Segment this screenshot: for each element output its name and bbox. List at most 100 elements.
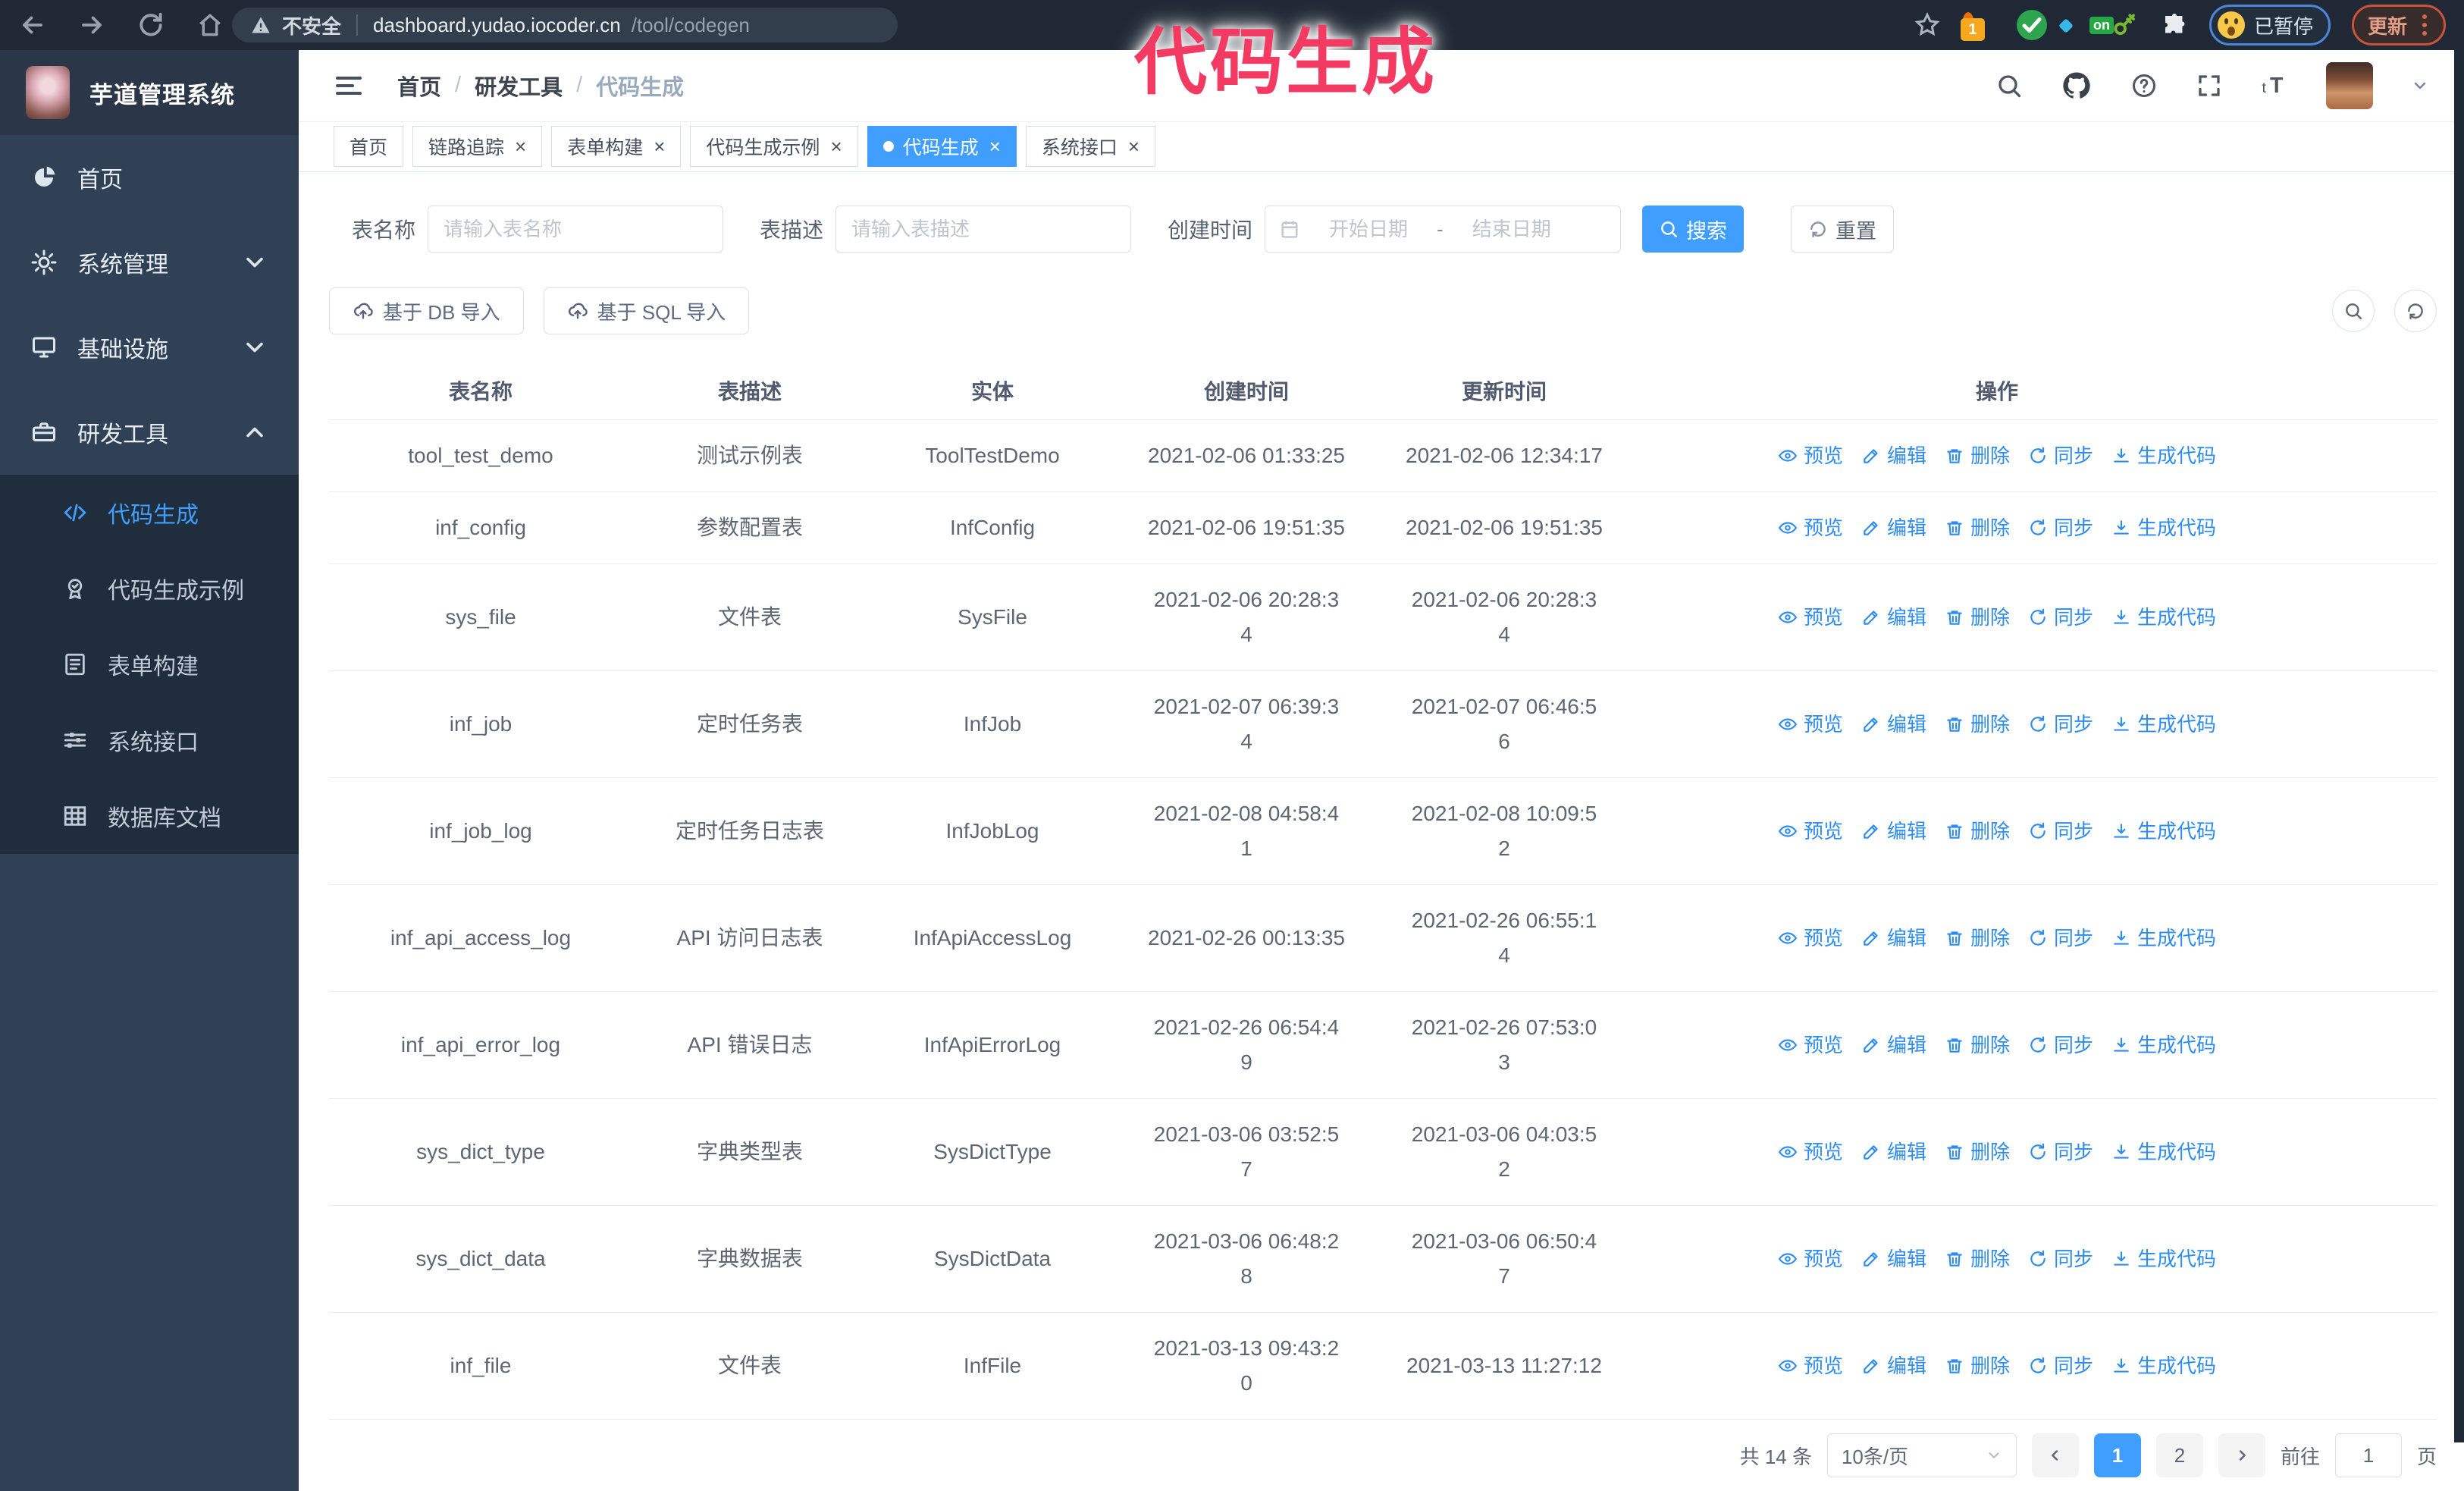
browser-update-button[interactable]: 更新 xyxy=(2351,5,2446,46)
action-预览[interactable]: 预览 xyxy=(1778,1028,1843,1063)
action-编辑[interactable]: 编辑 xyxy=(1861,1028,1926,1063)
tab-close-icon[interactable]: × xyxy=(515,135,527,159)
action-预览[interactable]: 预览 xyxy=(1778,1348,1843,1383)
sidebar-item-db-doc[interactable]: 数据库文档 xyxy=(0,778,299,854)
action-删除[interactable]: 删除 xyxy=(1945,1348,2010,1383)
insecure-warning-icon[interactable] xyxy=(250,14,271,36)
user-avatar[interactable] xyxy=(2326,61,2373,109)
prev-page-button[interactable] xyxy=(2031,1433,2079,1477)
action-预览[interactable]: 预览 xyxy=(1778,814,1843,849)
extensions-puzzle-icon[interactable] xyxy=(2161,11,2188,39)
action-删除[interactable]: 删除 xyxy=(1945,510,2010,545)
page-button-2[interactable]: 2 xyxy=(2155,1433,2203,1477)
avatar-caret-icon[interactable] xyxy=(2411,77,2429,95)
end-date-input[interactable] xyxy=(1449,216,1574,242)
action-删除[interactable]: 删除 xyxy=(1945,1028,2010,1063)
action-删除[interactable]: 删除 xyxy=(1945,921,2010,956)
action-预览[interactable]: 预览 xyxy=(1778,600,1843,635)
tab-close-icon[interactable]: × xyxy=(830,135,842,159)
refresh-table-button[interactable] xyxy=(2394,290,2437,332)
action-预览[interactable]: 预览 xyxy=(1778,707,1843,742)
address-bar[interactable]: 不安全 dashboard.yudao.iocoder.cn/tool/code… xyxy=(232,8,898,42)
action-编辑[interactable]: 编辑 xyxy=(1861,921,1926,956)
browser-menu-dots-icon[interactable] xyxy=(2422,23,2427,27)
browser-forward-icon[interactable] xyxy=(77,11,106,39)
action-生成代码[interactable]: 生成代码 xyxy=(2111,814,2216,849)
next-page-button[interactable] xyxy=(2218,1433,2265,1477)
import-db-button[interactable]: 基于 DB 导入 xyxy=(329,287,524,334)
action-生成代码[interactable]: 生成代码 xyxy=(2111,921,2216,956)
bookmark-star-icon[interactable] xyxy=(1914,11,1941,39)
action-编辑[interactable]: 编辑 xyxy=(1861,1241,1926,1276)
action-生成代码[interactable]: 生成代码 xyxy=(2111,1028,2216,1063)
action-同步[interactable]: 同步 xyxy=(2028,707,2093,742)
action-预览[interactable]: 预览 xyxy=(1778,1135,1843,1169)
date-range-picker[interactable]: - xyxy=(1265,206,1622,253)
action-同步[interactable]: 同步 xyxy=(2028,438,2093,473)
sidebar-item-codegen-example[interactable]: 代码生成示例 xyxy=(0,551,299,626)
action-同步[interactable]: 同步 xyxy=(2028,1135,2093,1169)
table-desc-input[interactable] xyxy=(835,206,1132,253)
action-同步[interactable]: 同步 xyxy=(2028,510,2093,545)
action-生成代码[interactable]: 生成代码 xyxy=(2111,1348,2216,1383)
tab-链路追踪[interactable]: 链路追踪 × xyxy=(412,126,543,168)
action-编辑[interactable]: 编辑 xyxy=(1861,600,1926,635)
sidebar-item-home[interactable]: 首页 xyxy=(0,135,299,220)
tab-表单构建[interactable]: 表单构建 × xyxy=(551,126,682,168)
logo-row[interactable]: 芋道管理系统 xyxy=(0,50,299,135)
start-date-input[interactable] xyxy=(1306,216,1431,242)
action-预览[interactable]: 预览 xyxy=(1778,438,1843,473)
action-预览[interactable]: 预览 xyxy=(1778,921,1843,956)
action-同步[interactable]: 同步 xyxy=(2028,1241,2093,1276)
browser-home-icon[interactable] xyxy=(196,11,224,39)
action-预览[interactable]: 预览 xyxy=(1778,510,1843,545)
action-编辑[interactable]: 编辑 xyxy=(1861,438,1926,473)
browser-reload-icon[interactable] xyxy=(136,11,165,39)
sidebar-item-codegen[interactable]: 代码生成 xyxy=(0,475,299,551)
action-删除[interactable]: 删除 xyxy=(1945,438,2010,473)
tab-close-icon[interactable]: × xyxy=(654,135,666,159)
help-icon[interactable] xyxy=(2130,72,2158,99)
github-icon[interactable] xyxy=(2061,70,2093,102)
action-生成代码[interactable]: 生成代码 xyxy=(2111,510,2216,545)
action-同步[interactable]: 同步 xyxy=(2028,814,2093,849)
tab-代码生成[interactable]: 代码生成 × xyxy=(867,126,1017,168)
action-同步[interactable]: 同步 xyxy=(2028,1348,2093,1383)
fullscreen-icon[interactable] xyxy=(2196,72,2223,99)
sidebar-item-system[interactable]: 系统管理 xyxy=(0,220,299,305)
action-同步[interactable]: 同步 xyxy=(2028,921,2093,956)
search-button[interactable]: 搜索 xyxy=(1642,206,1745,253)
action-同步[interactable]: 同步 xyxy=(2028,600,2093,635)
action-编辑[interactable]: 编辑 xyxy=(1861,1348,1926,1383)
sidebar-item-devtools[interactable]: 研发工具 xyxy=(0,390,299,475)
table-name-input[interactable] xyxy=(428,206,724,253)
extension-key-icon[interactable] xyxy=(2111,11,2140,39)
action-预览[interactable]: 预览 xyxy=(1778,1241,1843,1276)
extension-check-icon[interactable] xyxy=(2016,10,2047,40)
action-编辑[interactable]: 编辑 xyxy=(1861,814,1926,849)
action-编辑[interactable]: 编辑 xyxy=(1861,707,1926,742)
action-生成代码[interactable]: 生成代码 xyxy=(2111,1241,2216,1276)
breadcrumb-item[interactable]: 研发工具 xyxy=(475,75,563,100)
action-删除[interactable]: 删除 xyxy=(1945,814,2010,849)
action-编辑[interactable]: 编辑 xyxy=(1861,510,1926,545)
tab-代码生成示例[interactable]: 代码生成示例 × xyxy=(690,126,858,168)
sidebar-item-infra[interactable]: 基础设施 xyxy=(0,305,299,390)
reset-button[interactable]: 重置 xyxy=(1791,206,1895,253)
sidebar-item-form-build[interactable]: 表单构建 xyxy=(0,626,299,702)
goto-page-input[interactable] xyxy=(2334,1433,2402,1477)
action-生成代码[interactable]: 生成代码 xyxy=(2111,707,2216,742)
action-生成代码[interactable]: 生成代码 xyxy=(2111,600,2216,635)
browser-back-icon[interactable] xyxy=(18,11,47,39)
window-scrollbar[interactable] xyxy=(2454,50,2464,1442)
action-删除[interactable]: 删除 xyxy=(1945,600,2010,635)
toggle-search-button[interactable] xyxy=(2332,290,2375,332)
action-生成代码[interactable]: 生成代码 xyxy=(2111,1135,2216,1169)
import-sql-button[interactable]: 基于 SQL 导入 xyxy=(543,287,750,334)
tab-系统接口[interactable]: 系统接口 × xyxy=(1025,126,1156,168)
action-删除[interactable]: 删除 xyxy=(1945,1241,2010,1276)
tab-首页[interactable]: 首页 xyxy=(334,126,404,168)
page-size-select[interactable]: 10条/页 xyxy=(1826,1433,2017,1477)
action-编辑[interactable]: 编辑 xyxy=(1861,1135,1926,1169)
